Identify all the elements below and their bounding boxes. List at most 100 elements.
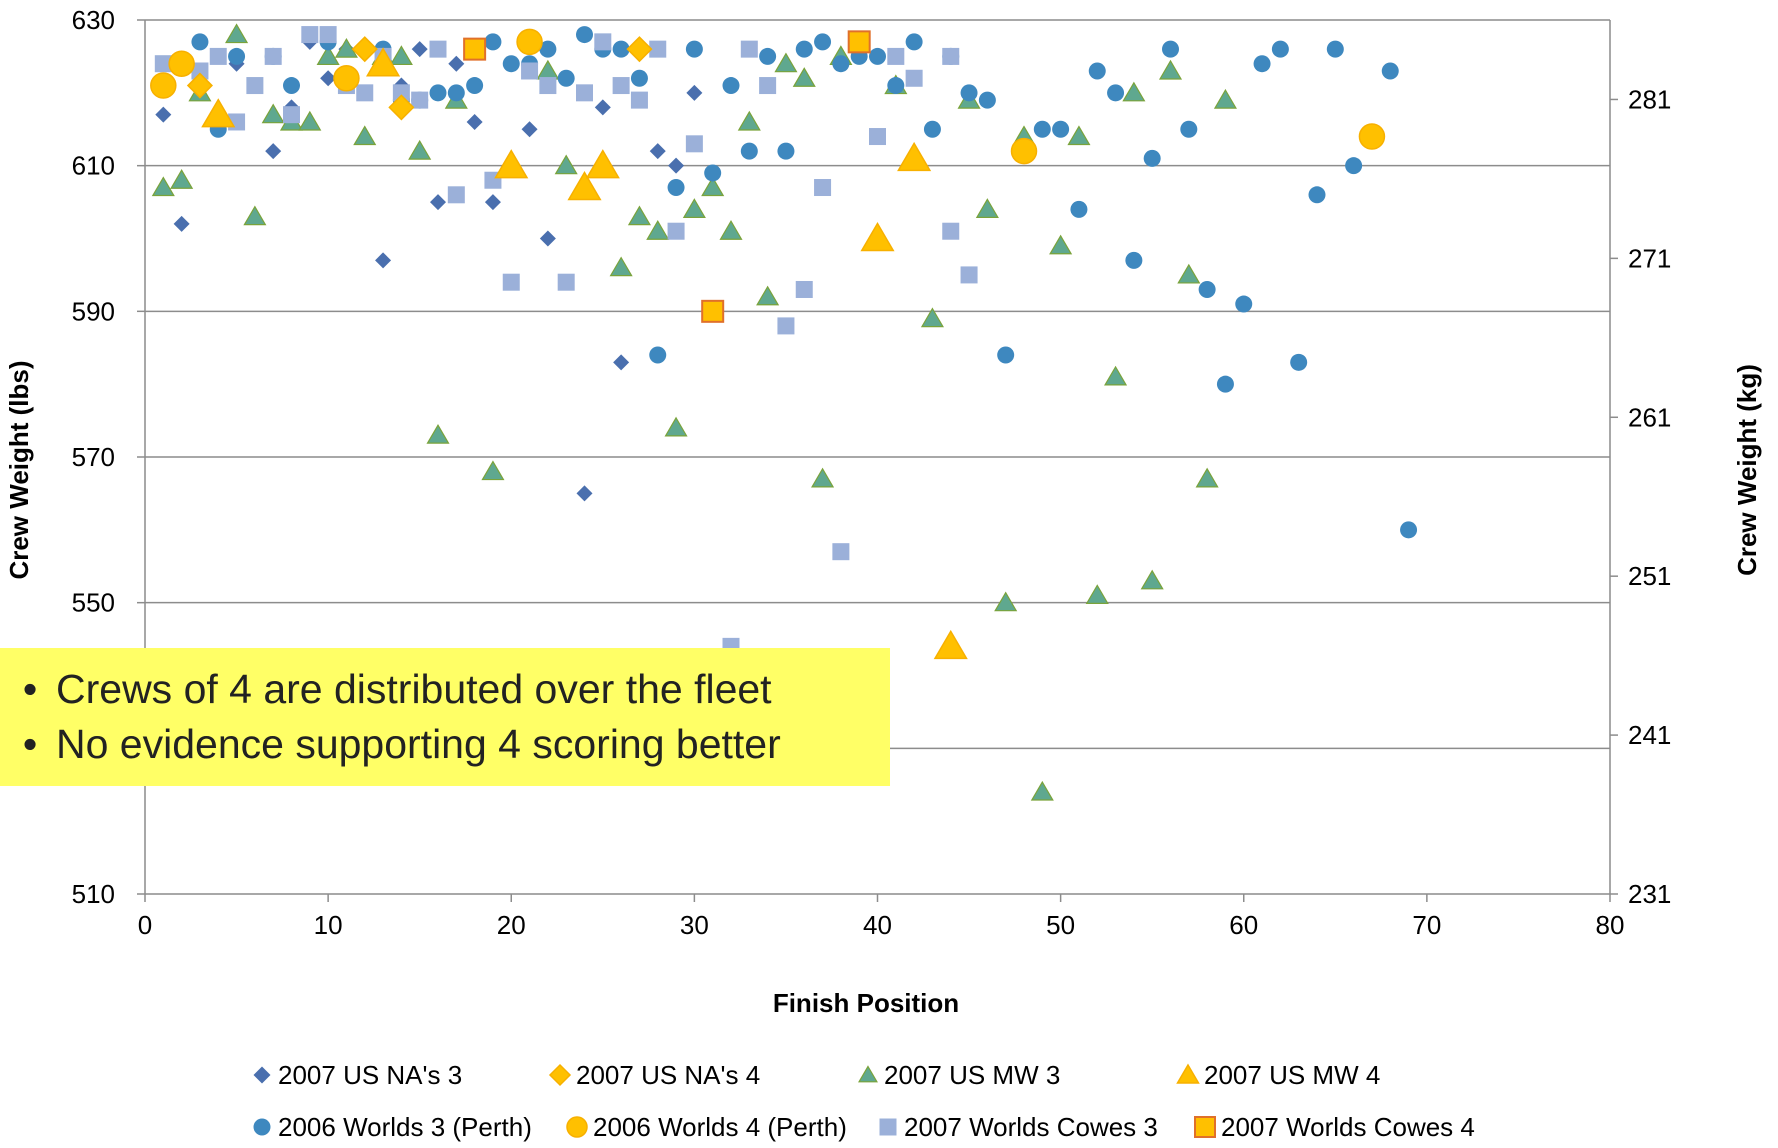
legend-label: 2007 US MW 4 [1204,1060,1380,1090]
data-point [484,194,501,211]
data-point [649,40,667,58]
data-point [646,220,670,240]
data-point [1088,62,1106,80]
x-tick-label: 40 [863,910,892,940]
data-point [920,307,944,328]
data-point [686,84,703,101]
y2-tick-label: 241 [1628,720,1671,750]
data-point [1213,88,1237,109]
y-tick-label: 510 [72,879,115,909]
data-point [1180,120,1198,138]
data-point [905,69,923,87]
x-axis-title: Finish Position [773,988,959,1018]
data-point [333,65,360,92]
data-point [351,36,378,63]
data-point [1358,123,1386,150]
data-point [701,299,725,323]
data-point [408,139,432,160]
data-point [1253,55,1271,73]
callout-item: • No evidence supporting 4 scoring better [22,721,781,767]
data-point [388,94,415,121]
data-point [484,33,502,51]
data-point [576,485,593,502]
data-point [897,141,932,172]
data-point [1030,780,1054,801]
x-tick-label: 80 [1596,910,1625,940]
axes: 0 10 20 30 40 50 60 70 80 510 550 570 590 610 630 231 24… [72,5,1672,940]
data-point [704,164,722,182]
data-point [201,98,236,128]
data-point [887,77,905,95]
data-point [463,37,487,61]
data-point [576,26,593,44]
legend-marker [253,1118,271,1136]
data-point [283,106,300,124]
data-point [1216,375,1234,393]
y2-axis-title: Crew Weight (kg) [1732,364,1762,576]
data-point [151,176,175,197]
data-point [316,45,340,66]
data-point [649,143,666,160]
data-point [613,354,630,371]
data-point [389,45,413,66]
data-point [353,125,377,146]
data-point [539,40,557,58]
data-point [685,40,703,58]
legend-marker [548,1063,572,1087]
data-point [557,69,575,87]
data-point [740,40,758,58]
data-point [792,67,816,87]
y2-tick-label: 261 [1628,402,1671,432]
data-point [740,142,758,160]
data-point [795,40,813,58]
data-point [1271,40,1289,58]
data-point [777,142,795,160]
data-point [777,317,795,335]
data-point [502,55,520,73]
data-point [1162,40,1179,58]
data-point [612,40,630,58]
data-point [887,47,905,65]
data-point [869,47,886,65]
data-point [1198,280,1216,298]
data-point [466,113,483,130]
data-point [667,179,685,197]
data-point [319,26,337,44]
data-point [997,346,1015,364]
data-point [923,120,941,138]
data-point [264,47,282,65]
x-tick-label: 60 [1229,910,1258,940]
data-point [719,220,743,240]
data-point [375,252,392,269]
y2-tick-label: 281 [1628,84,1671,114]
data-point [228,47,246,65]
data-point [448,55,465,72]
data-point [411,41,428,58]
data-point [1290,353,1308,371]
data-point [795,280,813,298]
data-point [594,99,611,116]
data-point [1177,263,1201,284]
data-point [668,157,685,174]
data-point [1067,125,1091,146]
data-point [243,205,267,226]
data-point [1235,295,1253,313]
data-point [626,36,653,63]
data-point [609,256,633,277]
data-point [191,33,209,51]
data-point [170,169,194,189]
data-point [1052,120,1070,138]
y-tick-label: 630 [72,5,115,35]
data-point [905,33,923,51]
data-point [576,84,593,102]
data-point [1085,584,1109,604]
data-point [814,33,832,51]
data-point [960,266,978,284]
data-point [447,84,465,102]
data-point [1140,569,1164,590]
data-point [942,222,960,240]
data-point [649,346,667,364]
data-point [1107,84,1125,102]
data-point [1195,467,1219,488]
